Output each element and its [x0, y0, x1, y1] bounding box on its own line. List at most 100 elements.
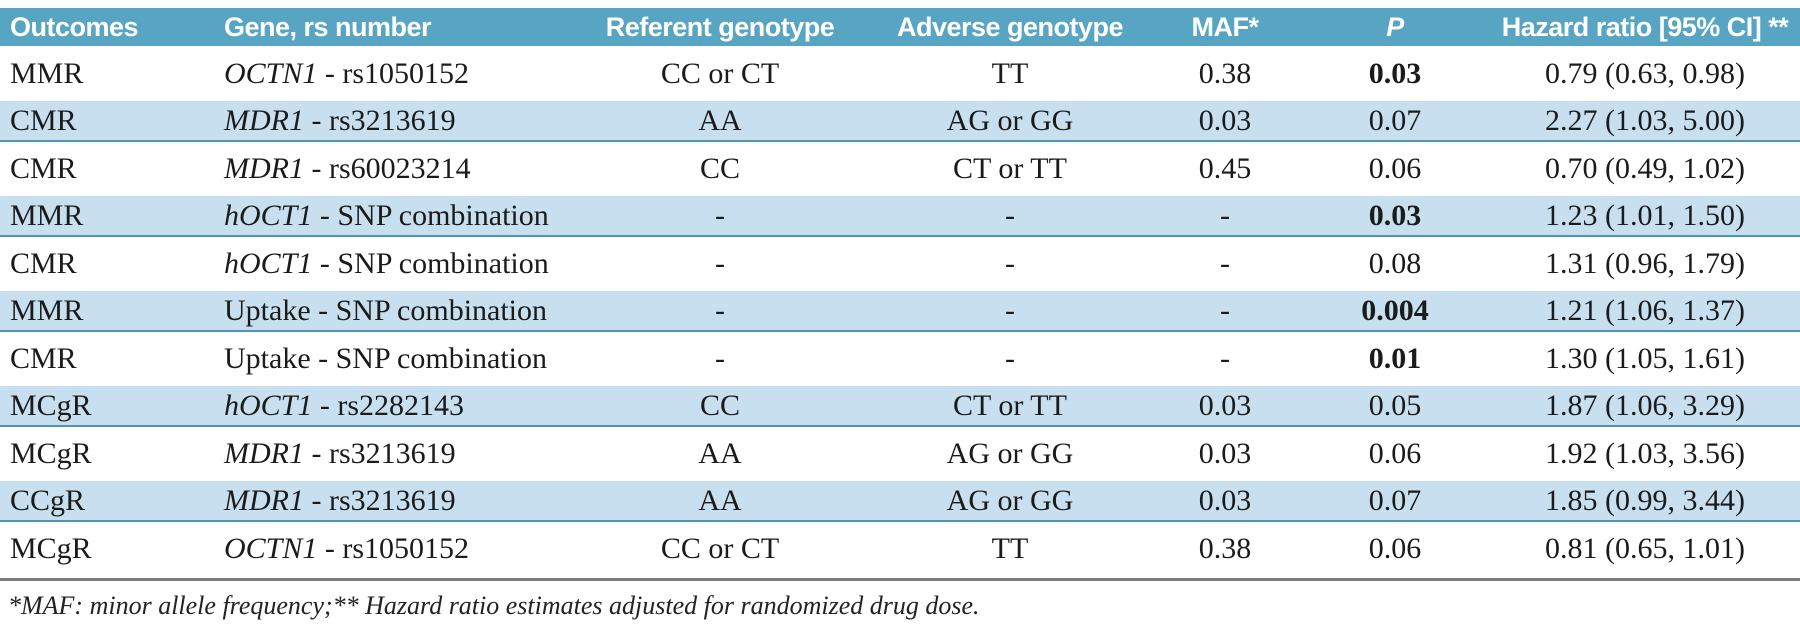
cell-gene-rs-number: MDR1 - rs60023214 — [210, 141, 570, 196]
cell-referent-genotype: AA — [570, 101, 870, 142]
cell-outcome: CMR — [10, 342, 77, 375]
cell-hazard-ratio: 0.70 (0.49, 1.02) — [1545, 152, 1745, 185]
table-row: CCgR MDR1 - rs3213619 AA AG or GG 0.03 0… — [0, 481, 1800, 522]
cell-referent-genotype: CC — [570, 386, 870, 427]
cell-gene-rs-number: hOCT1 - rs2282143 — [210, 386, 570, 427]
cell-gene-rs-number: hOCT1 - SNP combination — [210, 196, 570, 237]
cell-maf: 0.38 — [1198, 532, 1252, 565]
cell-adverse-genotype: CT or TT — [870, 386, 1150, 427]
gene-symbol: MDR1 — [224, 152, 304, 185]
cell-adverse-genotype: AG or GG — [946, 437, 1074, 470]
cell-gene-rs-number: Uptake - SNP combination — [210, 331, 570, 386]
cell-outcome: CMR — [0, 101, 210, 142]
cell-outcome: CCgR — [0, 481, 210, 522]
cell-maf: 0.38 — [1198, 56, 1252, 90]
col-header-outcomes: Outcomes — [0, 8, 210, 46]
cell-outcome: CMR — [10, 152, 77, 185]
cell-hazard-ratio: 0.79 (0.63, 0.98) — [1545, 56, 1745, 90]
gene-rs-text: - rs2282143 — [312, 388, 465, 422]
cell-hazard-ratio: 1.92 (1.03, 3.56) — [1545, 437, 1745, 470]
cell-hazard-ratio: 1.31 (0.96, 1.79) — [1545, 247, 1745, 280]
cell-adverse-genotype: CT or TT — [953, 152, 1067, 185]
cell-p-value: 0.03 — [1368, 56, 1422, 90]
cell-outcome: MCgR — [10, 437, 92, 470]
col-header-referent-genotype: Referent genotype — [570, 8, 870, 46]
cell-maf: 0.03 — [1198, 437, 1252, 470]
gene-rs-text: - rs3213619 — [303, 483, 456, 517]
table-figure: Outcomes Gene, rs number Referent genoty… — [0, 8, 1800, 620]
table-row: MMR hOCT1 - SNP combination - - - 0.03 1… — [0, 196, 1800, 237]
cell-adverse-genotype: - — [1005, 342, 1015, 375]
gene-rs-text: - SNP combination — [312, 247, 549, 280]
gene-symbol: MDR1 — [224, 103, 304, 137]
cell-p-value: 0.06 — [1368, 152, 1422, 185]
cell-hazard-ratio: 1.30 (1.05, 1.61) — [1545, 342, 1745, 375]
cell-maf: - — [1150, 291, 1300, 332]
table-row: CMR hOCT1 - SNP combination - - - 0.08 1… — [0, 236, 1800, 291]
cell-p-value: 0.05 — [1300, 386, 1490, 427]
table-row: MCgR MDR1 - rs3213619 AA AG or GG 0.03 0… — [0, 426, 1800, 481]
gene-rs-text: - rs60023214 — [303, 152, 471, 185]
table-row: MMR Uptake - SNP combination - - - 0.004… — [0, 291, 1800, 332]
cell-maf: 0.45 — [1198, 152, 1252, 185]
cell-p-value: 0.07 — [1300, 481, 1490, 522]
cell-p-value: 0.08 — [1368, 247, 1422, 280]
col-header-hazard-ratio: Hazard ratio [95% CI] ** — [1490, 8, 1800, 46]
cell-adverse-genotype: AG or GG — [870, 101, 1150, 142]
cell-outcome: CMR — [10, 247, 77, 280]
cell-gene-rs-number: Uptake - SNP combination — [210, 291, 570, 332]
cell-gene-rs-number: OCTN1 - rs1050152 — [210, 46, 570, 101]
cell-outcome: MMR — [0, 291, 210, 332]
gene-rs-text: Uptake - SNP combination — [224, 342, 548, 375]
cell-outcome: MCgR — [0, 386, 210, 427]
cell-p-value: 0.06 — [1368, 532, 1422, 565]
cell-hazard-ratio: 0.81 (0.65, 1.01) — [1545, 532, 1745, 565]
col-header-gene-rs-number: Gene, rs number — [210, 8, 570, 46]
cell-outcome: MCgR — [10, 532, 92, 565]
cell-adverse-genotype: - — [870, 291, 1150, 332]
col-header-adverse-genotype: Adverse genotype — [870, 8, 1150, 46]
gene-rs-text: - rs3213619 — [303, 437, 456, 470]
gene-rs-text: - rs3213619 — [303, 103, 456, 137]
cell-adverse-genotype: AG or GG — [870, 481, 1150, 522]
cell-outcome: MMR — [0, 196, 210, 237]
cell-gene-rs-number: OCTN1 - rs1050152 — [210, 521, 570, 576]
gene-rs-text: - rs1050152 — [317, 532, 470, 565]
cell-gene-rs-number: hOCT1 - SNP combination — [210, 236, 570, 291]
cell-referent-genotype: CC or CT — [660, 532, 780, 565]
cell-adverse-genotype: - — [1005, 247, 1015, 280]
table-body: MMR OCTN1 - rs1050152 CC or CT TT 0.38 0… — [0, 46, 1800, 576]
cell-referent-genotype: CC — [699, 152, 741, 185]
genotype-outcomes-table: Outcomes Gene, rs number Referent genoty… — [0, 8, 1800, 576]
footnote: *MAF: minor allele frequency;** Hazard r… — [8, 591, 980, 620]
cell-referent-genotype: - — [715, 342, 725, 375]
cell-referent-genotype: CC or CT — [660, 56, 780, 90]
cell-outcome: MMR — [10, 56, 84, 90]
cell-hazard-ratio: 1.85 (0.99, 3.44) — [1490, 481, 1800, 522]
cell-referent-genotype: - — [715, 247, 725, 280]
cell-referent-genotype: AA — [570, 481, 870, 522]
cell-p-value: 0.06 — [1368, 437, 1422, 470]
cell-gene-rs-number: MDR1 - rs3213619 — [210, 481, 570, 522]
table-row: MCgR hOCT1 - rs2282143 CC CT or TT 0.03 … — [0, 386, 1800, 427]
cell-gene-rs-number: MDR1 - rs3213619 — [210, 101, 570, 142]
header-row: Outcomes Gene, rs number Referent genoty… — [0, 8, 1800, 46]
cell-hazard-ratio: 2.27 (1.03, 5.00) — [1490, 101, 1800, 142]
cell-maf: 0.03 — [1150, 386, 1300, 427]
footnote-rule — [0, 578, 1800, 581]
gene-symbol: MDR1 — [224, 437, 304, 470]
cell-gene-rs-number: MDR1 - rs3213619 — [210, 426, 570, 481]
gene-symbol: hOCT1 — [224, 198, 313, 232]
gene-symbol: MDR1 — [224, 483, 304, 517]
gene-symbol: OCTN1 — [224, 532, 318, 565]
cell-maf: - — [1220, 342, 1230, 375]
table-row: CMR MDR1 - rs3213619 AA AG or GG 0.03 0.… — [0, 101, 1800, 142]
table-row: CMR MDR1 - rs60023214 CC CT or TT 0.45 0… — [0, 141, 1800, 196]
cell-p-value: 0.004 — [1300, 291, 1490, 332]
gene-rs-text: Uptake - SNP combination — [224, 293, 548, 327]
col-header-maf: MAF* — [1150, 8, 1300, 46]
cell-hazard-ratio: 1.87 (1.06, 3.29) — [1490, 386, 1800, 427]
col-header-p-value: P — [1300, 8, 1490, 46]
cell-adverse-genotype: - — [870, 196, 1150, 237]
cell-adverse-genotype: TT — [991, 56, 1029, 90]
